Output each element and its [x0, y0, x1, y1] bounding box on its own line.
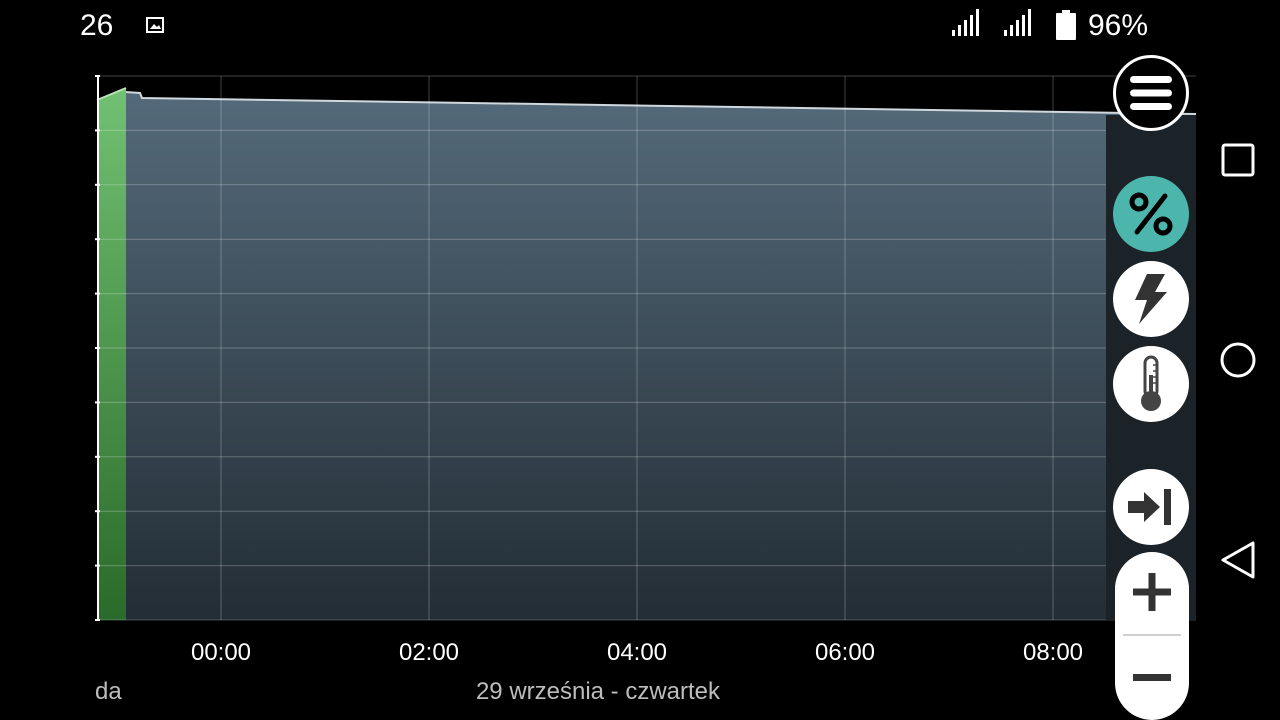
charging-line	[96, 87, 127, 101]
chart-grid	[98, 75, 1196, 621]
discharge-area	[126, 92, 1196, 620]
skip-to-end-button[interactable]	[1113, 469, 1189, 545]
zoom-divider	[1123, 634, 1181, 636]
menu-button[interactable]	[1113, 55, 1189, 131]
x-tick-label: 00:00	[191, 639, 251, 666]
zoom-control	[1115, 552, 1189, 720]
charging-area	[97, 88, 126, 620]
gallery-icon	[146, 17, 164, 33]
signal-icon	[1004, 9, 1031, 36]
status-time: 26	[80, 9, 114, 42]
zoom-in-button[interactable]	[1115, 552, 1189, 632]
signal-icon	[952, 9, 979, 36]
temperature-button[interactable]	[1113, 346, 1189, 422]
prev-day-label: da	[95, 678, 122, 705]
battery-icon	[1056, 10, 1076, 40]
recents-icon	[1221, 143, 1255, 177]
status-bar: 26 96%	[0, 0, 1280, 52]
home-icon	[1220, 342, 1256, 378]
skip-to-end-icon	[1128, 489, 1171, 525]
bolt-icon	[1135, 274, 1167, 324]
zoom-out-button[interactable]	[1115, 638, 1189, 718]
y-axis-ticks	[95, 75, 100, 621]
discharge-line	[125, 91, 1197, 115]
thermometer-icon	[1141, 355, 1161, 411]
plus-icon	[1133, 573, 1171, 611]
voltage-button[interactable]	[1113, 261, 1189, 337]
day-label: 29 września - czwartek	[476, 678, 721, 705]
x-tick-label: 06:00	[815, 639, 875, 666]
x-tick-label: 08:00	[1023, 639, 1083, 666]
recents-button[interactable]	[1218, 140, 1258, 180]
minus-icon	[1133, 674, 1171, 681]
battery-percent: 96%	[1088, 9, 1149, 42]
x-tick-label: 04:00	[607, 639, 667, 666]
back-icon	[1221, 541, 1255, 579]
back-button[interactable]	[1218, 540, 1258, 580]
menu-icon	[1130, 76, 1172, 110]
home-button[interactable]	[1218, 340, 1258, 380]
percent-button[interactable]	[1113, 176, 1189, 252]
x-tick-label: 02:00	[399, 639, 459, 666]
percent-icon	[1129, 192, 1173, 236]
